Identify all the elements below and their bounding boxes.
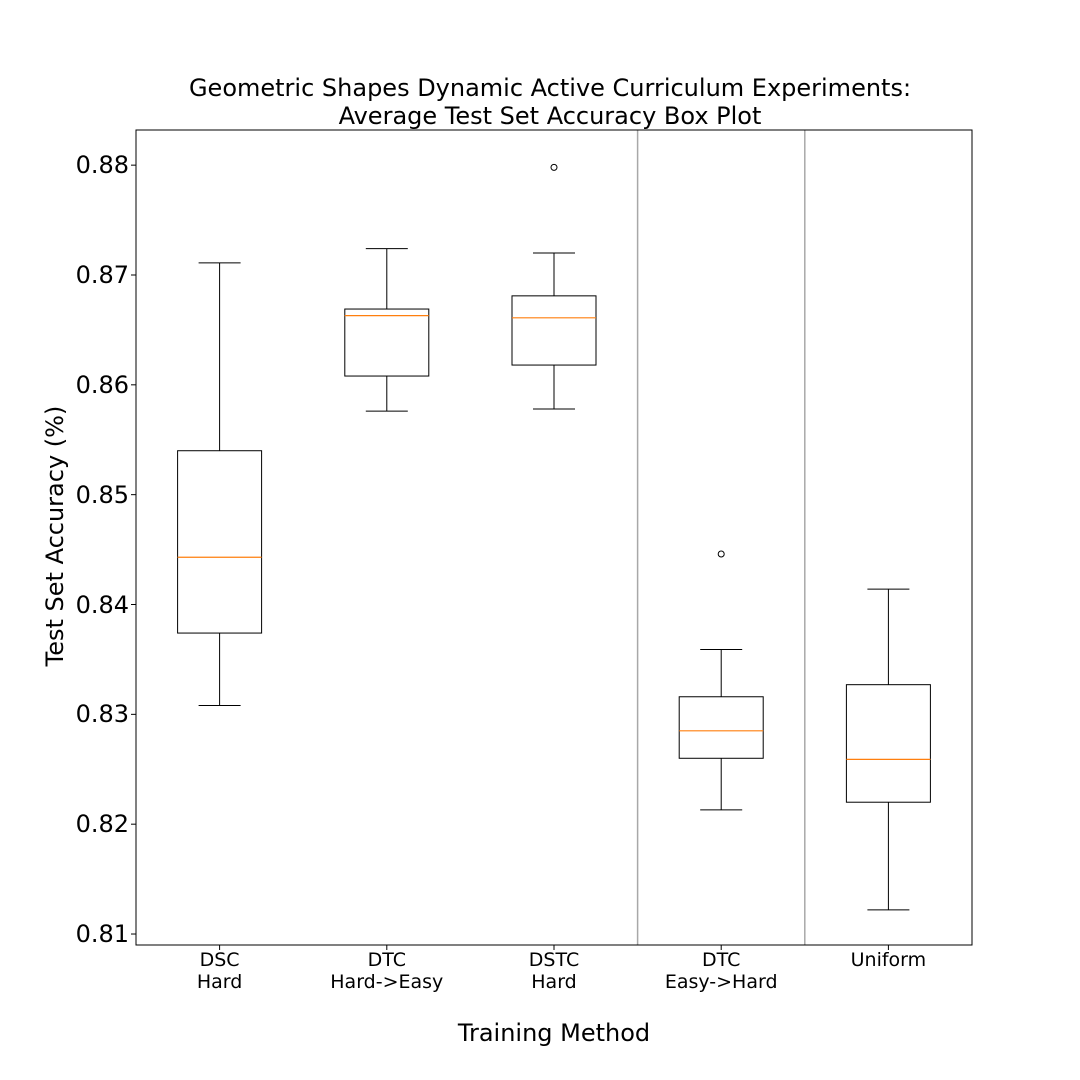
x-tick-label-line2: Easy->Hard: [664, 971, 778, 993]
x-tick-label: Uniform: [808, 949, 968, 971]
x-tick-label: DSTC Hard: [474, 949, 634, 993]
x-tick-label-line2: Hard: [196, 971, 243, 993]
y-axis-label: Test Set Accuracy (%): [41, 405, 69, 667]
y-tick-label: 0.85: [75, 480, 129, 509]
x-tick-label-line1: Uniform: [850, 949, 927, 971]
iqr-box: [678, 696, 764, 759]
x-tick-label-line1: DTC: [701, 949, 741, 971]
y-tick-label: 0.83: [75, 700, 129, 729]
x-tick-label: DTC Easy->Hard: [641, 949, 801, 993]
x-tick-label-line1: DSC: [199, 949, 240, 971]
outlier-point: [550, 163, 558, 171]
y-tick-label: 0.87: [75, 260, 129, 289]
x-axis-label: Training Method: [457, 1019, 651, 1047]
iqr-box: [511, 295, 597, 366]
y-tick-label: 0.82: [75, 810, 129, 839]
x-tick-label-line2: Hard: [531, 971, 577, 993]
x-tick-label: DTC Hard->Easy: [307, 949, 467, 993]
y-tick-label: 0.88: [75, 151, 129, 180]
chart-title-line2: Average Test Set Accuracy Box Plot: [338, 102, 762, 130]
iqr-box: [177, 450, 263, 634]
outlier-point: [717, 550, 725, 558]
x-tick-label-line2: Hard->Easy: [330, 971, 444, 993]
y-tick-label: 0.84: [75, 590, 129, 619]
x-tick-label-line1: DSTC: [528, 949, 580, 971]
x-tick-label-line1: DTC: [367, 949, 406, 971]
y-tick-label: 0.81: [75, 920, 129, 949]
y-tick-label: 0.86: [75, 370, 129, 399]
iqr-box: [344, 308, 430, 377]
x-tick-label: DSC Hard: [140, 949, 300, 993]
chart-title-line1: Geometric Shapes Dynamic Active Curricul…: [188, 74, 912, 102]
iqr-box: [845, 684, 931, 803]
